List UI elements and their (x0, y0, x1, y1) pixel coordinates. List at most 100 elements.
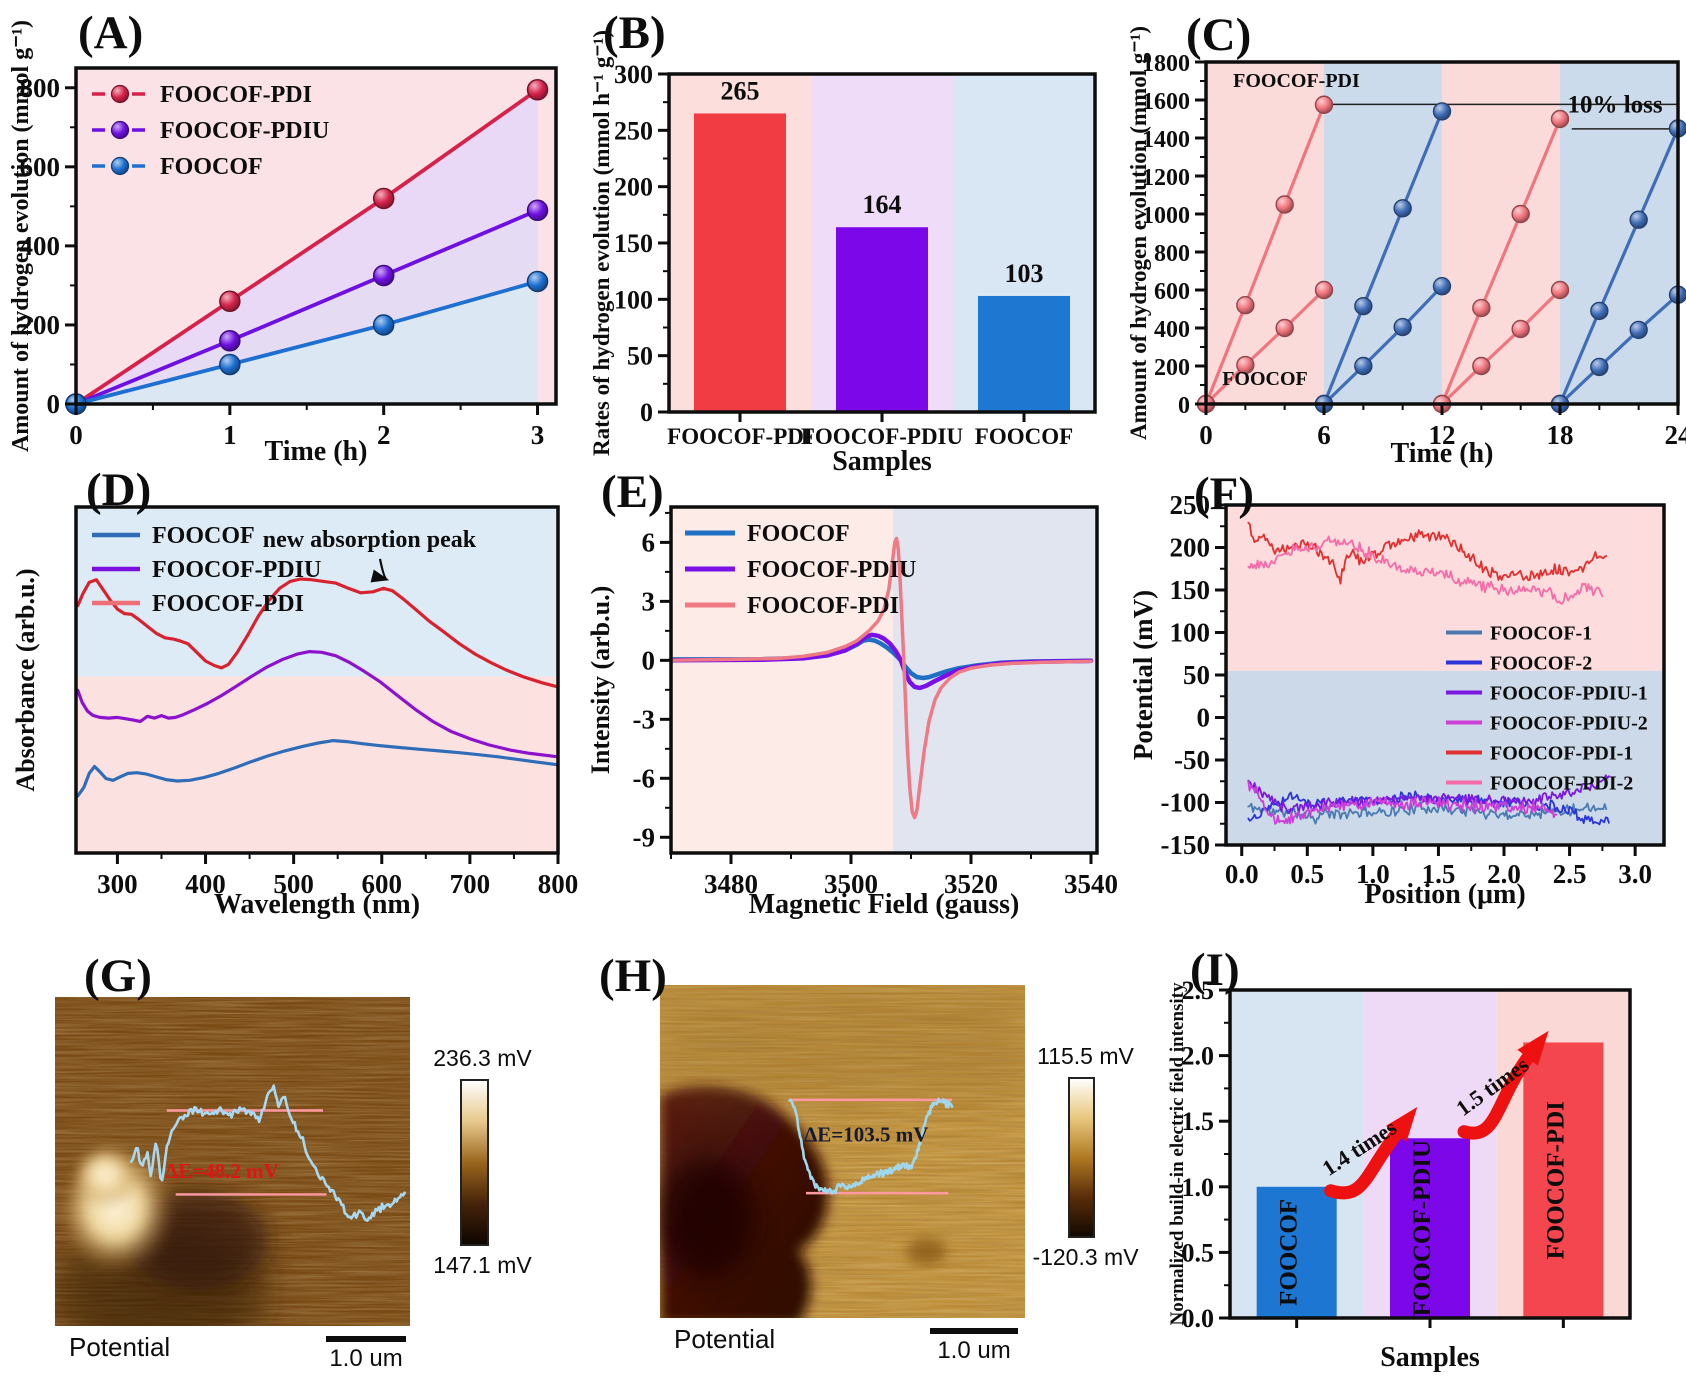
marker (1432, 277, 1452, 296)
x-tick-label: 2 (377, 420, 391, 450)
y-tick-label: 2.5 (1182, 976, 1215, 1005)
y-tick-label: 100 (1170, 618, 1211, 648)
x-axis-title: Position (μm) (1364, 879, 1525, 910)
y-tick-label: 250 (1170, 490, 1211, 520)
panel-c-letter: (C) (1186, 9, 1252, 61)
series-foocof-pdiu-1 (1247, 774, 1610, 815)
legend-label: FOOCOF (160, 154, 263, 180)
category-label: FOOCOF-PDIU (801, 424, 964, 449)
x-tick-label: 2.0 (1487, 859, 1521, 889)
x-tick-label: 3 (531, 420, 545, 450)
cycle-1-foocof (1196, 280, 1334, 414)
series-foocof-pdiu-2 (1247, 780, 1558, 825)
y-axis-title: Absorbance (arb.u.) (11, 568, 40, 791)
marker (1629, 320, 1648, 340)
delta-label: ΔE=103.5 mV (804, 1123, 928, 1147)
marker (1236, 296, 1255, 315)
y-axis-title: Intensity (arb.u.) (586, 586, 615, 775)
y-tick-label: 0.0 (1182, 1304, 1215, 1333)
small-spot (906, 1238, 947, 1265)
y-tick-label: 200 (614, 173, 653, 202)
series-line (74, 87, 540, 406)
x-tick-label: 3520 (944, 869, 998, 899)
afm-image (660, 985, 1025, 1318)
zone-background (893, 507, 1097, 853)
annotation: 10% loss (1567, 91, 1662, 118)
series-line (74, 279, 540, 406)
legend-label: FOOCOF-PDIU-2 (1490, 713, 1648, 735)
x-tick-label: 300 (97, 869, 138, 899)
legend-label: FOOCOF-PDIU-1 (1490, 683, 1648, 705)
series-line (1440, 117, 1562, 406)
series-foocof-pdiu (76, 650, 560, 759)
y-tick-label: 200 (1170, 533, 1211, 563)
x-tick-label: 3480 (704, 869, 758, 899)
scale-max-label: 115.5 mV (1037, 1043, 1134, 1069)
scale-min-label: -120.3 mV (1032, 1244, 1139, 1270)
marker (1314, 280, 1334, 300)
marker (372, 314, 395, 336)
y-tick-label: 1000 (1142, 203, 1190, 229)
profile-line (788, 1097, 954, 1195)
bright-particle (76, 1148, 141, 1208)
panel-d-letter: (D) (86, 464, 152, 516)
marker (1314, 95, 1334, 114)
panel-b-rates-bar-chart: (B) 265 164 103 FOOCOF-PDI FOOCOF-PDIU FOOCOF… (585, 0, 1130, 477)
bar-value-label: 164 (863, 190, 902, 219)
zone-background (1324, 62, 1442, 404)
annotation: FOOCOF (1222, 368, 1308, 390)
x-tick-label: 24 (1665, 420, 1686, 450)
x-axis-title: Samples (1380, 1342, 1480, 1373)
series-foocof (65, 270, 549, 415)
series-line (74, 208, 540, 406)
marker (526, 199, 549, 222)
marker (526, 78, 549, 101)
marker (1354, 356, 1373, 376)
legend: FOOCOF FOOCOF-PDIU FOOCOF-PDI (92, 523, 321, 617)
y-tick-label: 300 (614, 60, 653, 89)
scale-bar-label: 1.0 um (329, 1345, 402, 1372)
x-axis-title: Samples (832, 446, 932, 477)
marker (1432, 102, 1452, 121)
legend: FOOCOF-1 FOOCOF-2 FOOCOF-PDIU-1 FOOCOF-PDIU… (1446, 623, 1648, 795)
marker (1472, 356, 1491, 376)
y-tick-label: 600 (20, 152, 61, 182)
y-tick-label: 800 (20, 73, 61, 103)
y-tick-label: 2.0 (1182, 1042, 1215, 1071)
legend-label: FOOCOF-PDI (152, 591, 304, 617)
zone-background (1442, 62, 1560, 404)
panel-c-cycling-stability: (C) 0 6 12 18 24 0 200 400 600 800 1000 1200 1400 160… (1126, 0, 1686, 470)
zone-background (76, 676, 558, 853)
series-foocof-pdi (76, 577, 560, 689)
y-tick-label: 50 (1183, 660, 1210, 690)
x-axis-title: Time (h) (1391, 438, 1494, 469)
y-tick-label: 400 (1154, 317, 1190, 343)
x-tick-label: 6 (1317, 420, 1331, 450)
panel-h-afm: ΔE=103.5 mV 115.5 mV -120.3 mV Potential 1.0… (660, 985, 1139, 1364)
profile-line (130, 1084, 407, 1223)
plot-border (74, 505, 560, 855)
y-tick-label: 150 (1170, 575, 1211, 605)
category-label: FOOCOF-PDI (667, 424, 813, 449)
marker (1550, 280, 1570, 300)
category-label: FOOCOF (975, 424, 1073, 449)
y-tick-label: 1600 (1142, 89, 1190, 115)
marker (219, 330, 241, 352)
color-scale-bar (1068, 1077, 1095, 1238)
marker (1354, 296, 1373, 316)
potential-label: Potential (69, 1332, 170, 1362)
series-foocof-pdiu (668, 632, 1094, 691)
panel-c-chart: 0 6 12 18 24 0 200 400 600 800 1000 1200 1400 1600 180… (1126, 26, 1686, 469)
bar-label: FOOCOF (1276, 1199, 1303, 1306)
legend-label: FOOCOF-PDI-1 (1490, 743, 1633, 765)
annotation-arrow (370, 558, 390, 583)
area-fill (76, 89, 538, 404)
x-tick-label: 0 (1199, 420, 1213, 450)
legend-label: FOOCOF-PDIU (747, 557, 916, 583)
y-axis-title: Potential (mV) (1128, 590, 1158, 760)
y-tick-label: 1800 (1142, 51, 1190, 77)
y-tick-label: 200 (20, 310, 61, 340)
x-tick-label: 3500 (824, 869, 878, 899)
series-line (1322, 109, 1444, 406)
